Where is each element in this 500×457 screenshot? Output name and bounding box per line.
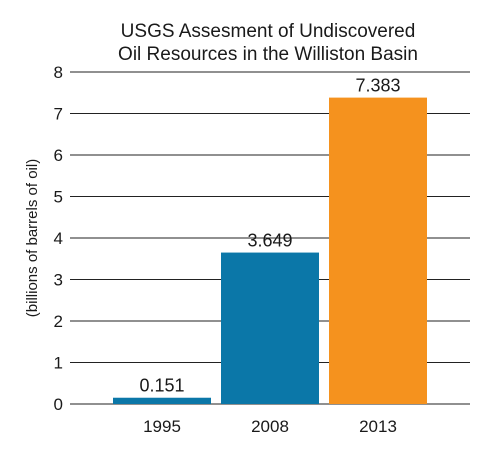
y-tick-label-1: 1 <box>54 354 63 373</box>
y-tick-label-6: 6 <box>54 146 63 165</box>
chart-title-line-2: Oil Resources in the Williston Basin <box>118 44 418 65</box>
x-tick-label-2013: 2013 <box>359 417 397 436</box>
chart-title-line-1: USGS Assesment of Undiscovered <box>121 21 416 42</box>
data-label-2008: 3.649 <box>247 231 292 251</box>
data-labels: 0.151 3.649 7.383 <box>139 76 400 396</box>
y-axis-ticks: 0 1 2 3 4 5 6 7 8 <box>54 63 63 414</box>
y-tick-label-4: 4 <box>54 229 63 248</box>
x-axis-ticks: 1995 2008 2013 <box>143 417 397 436</box>
x-tick-label-2008: 2008 <box>251 417 289 436</box>
y-tick-label-5: 5 <box>54 188 63 207</box>
data-label-2013: 7.383 <box>355 76 400 96</box>
bars <box>113 97 427 404</box>
bar-1995 <box>113 397 211 404</box>
gridlines <box>70 71 470 405</box>
y-tick-label-7: 7 <box>54 105 63 124</box>
y-tick-label-3: 3 <box>54 271 63 290</box>
y-tick-label-0: 0 <box>54 395 63 414</box>
x-tick-label-1995: 1995 <box>143 417 181 436</box>
y-axis-label: (billions of barrels of oil) <box>24 159 41 317</box>
y-tick-label-2: 2 <box>54 312 63 331</box>
data-label-1995: 0.151 <box>139 376 184 396</box>
bar-2013 <box>329 97 427 404</box>
y-tick-label-8: 8 <box>54 63 63 82</box>
bar-2008 <box>221 252 319 404</box>
